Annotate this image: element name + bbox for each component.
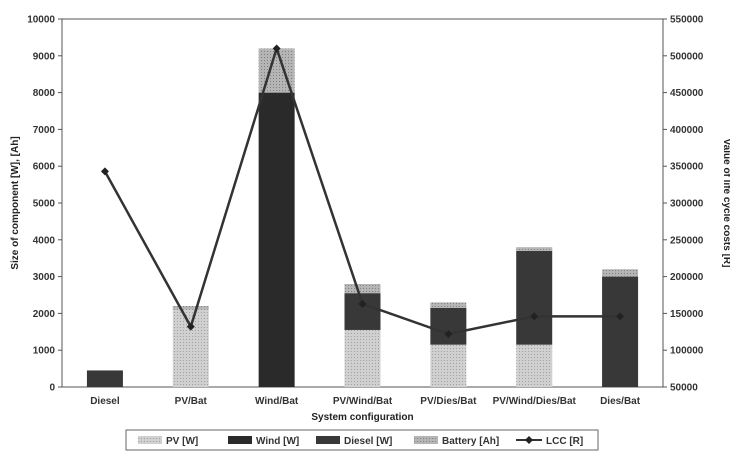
x-tick-label-3: PV/Wind/Bat xyxy=(333,396,393,407)
legend-box xyxy=(125,429,599,451)
x-tick-label-0: Diesel xyxy=(90,396,120,407)
bar-pv-5 xyxy=(516,344,553,387)
legend-label-lcc: LCC [R] xyxy=(546,436,583,447)
lcc-line xyxy=(100,44,625,339)
legend-label-0: PV [W] xyxy=(166,436,198,447)
y2-tick-label-10: 550000 xyxy=(670,15,704,26)
legend-swatch-1 xyxy=(228,436,252,444)
bar-diesel-5 xyxy=(516,250,553,345)
x-tick-label-1: PV/Bat xyxy=(175,396,208,407)
bar-battery-5 xyxy=(516,247,553,251)
y2-tick-label-8: 450000 xyxy=(670,88,704,99)
lcc-point-0 xyxy=(100,167,109,176)
legend-label-1: Wind [W] xyxy=(256,436,299,447)
bar-pv-1 xyxy=(172,309,209,387)
y2-tick-label-1: 100000 xyxy=(670,346,704,357)
y2-tick-label-6: 350000 xyxy=(670,162,704,173)
y-tick-label-0: 0 xyxy=(49,383,55,394)
y-tick-label-5: 5000 xyxy=(33,199,56,210)
lcc-point-6 xyxy=(616,312,625,321)
legend: PV [W] Wind [W] Diesel [W] Battery [Ah] LCC … xyxy=(125,429,599,451)
x-tick-label-2: Wind/Bat xyxy=(255,396,299,407)
bar-diesel-3 xyxy=(344,293,381,330)
legend-swatch-2 xyxy=(316,436,340,444)
lcc-point-3 xyxy=(358,299,367,308)
bar-wind-2 xyxy=(258,92,295,387)
legend-swatch-0 xyxy=(138,436,162,444)
bar-diesel-4 xyxy=(430,307,467,345)
bar-pv-4 xyxy=(430,344,467,387)
bar-diesel-6 xyxy=(602,276,639,387)
bar-battery-1 xyxy=(172,306,209,310)
legend-marker-swatch xyxy=(525,436,533,444)
bar-diesel-0 xyxy=(86,370,123,387)
y2-tick-label-3: 200000 xyxy=(670,272,704,283)
legend-label-2: Diesel [W] xyxy=(344,436,392,447)
y2-axis-title: Value of life cycle costs [R] xyxy=(721,139,730,268)
bar-battery-6 xyxy=(602,269,639,277)
y2-tick-label-2: 150000 xyxy=(670,309,704,320)
lcc-point-5 xyxy=(530,312,539,321)
y-tick-label-7: 7000 xyxy=(33,125,56,136)
lcc-point-1 xyxy=(186,322,195,331)
y2-tick-label-9: 500000 xyxy=(670,51,704,62)
y2-tick-label-5: 300000 xyxy=(670,199,704,210)
y-tick-label-6: 6000 xyxy=(33,162,56,173)
y-axis-title: Size of component [W], [Ah] xyxy=(10,136,21,269)
lcc-point-2 xyxy=(272,44,281,53)
bars xyxy=(86,48,639,387)
y2-tick-label-0: 50000 xyxy=(670,383,698,394)
x-tick-label-4: PV/Dies/Bat xyxy=(420,396,477,407)
y2-tick-label-7: 400000 xyxy=(670,125,704,136)
bar-battery-4 xyxy=(430,302,467,308)
y-tick-label-9: 9000 xyxy=(33,51,56,62)
axes: 0 1000 2000 3000 4000 5000 6000 7000 8000 9000 100… xyxy=(10,15,730,424)
y-tick-label-8: 8000 xyxy=(33,88,56,99)
y-tick-label-2: 2000 xyxy=(33,309,56,320)
lcc-point-4 xyxy=(444,330,453,339)
y-tick-label-4: 4000 xyxy=(33,235,56,246)
bar-pv-3 xyxy=(344,329,381,387)
x-tick-label-5: PV/Wind/Dies/Bat xyxy=(493,396,577,407)
bar-battery-3 xyxy=(344,283,381,294)
legend-swatch-3 xyxy=(414,436,438,444)
y-tick-label-1: 1000 xyxy=(33,346,56,357)
legend-label-3: Battery [Ah] xyxy=(442,436,499,447)
y-tick-label-10: 10000 xyxy=(27,15,55,26)
y-tick-label-3: 3000 xyxy=(33,272,56,283)
x-tick-label-6: Dies/Bat xyxy=(600,396,641,407)
x-axis-title: System configuration xyxy=(311,412,413,423)
y2-tick-label-4: 250000 xyxy=(670,235,704,246)
